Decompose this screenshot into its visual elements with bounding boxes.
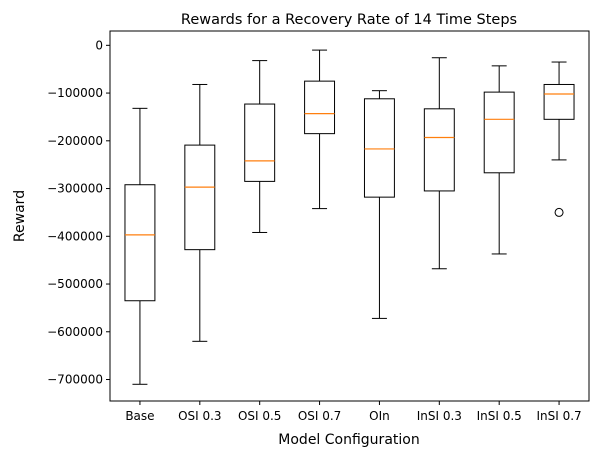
x-tick-label: OSI 0.5 [238, 409, 282, 423]
box-insi-0-5 [483, 65, 515, 255]
y-tick-label: −400000 [47, 229, 103, 243]
x-tick-label: OIn [369, 409, 390, 423]
y-tick-label: 0 [95, 38, 103, 52]
box-insi-0-3 [423, 57, 455, 270]
y-axis: 0 −100000 −200000 −300000 −400000 −500000 −600… [47, 38, 110, 387]
outlier-point [554, 207, 564, 217]
iqr-box [483, 91, 515, 174]
y-tick-label: −500000 [47, 277, 103, 291]
y-tick-label: −300000 [47, 182, 103, 196]
chart-title: Rewards for a Recovery Rate of 14 Time S… [181, 12, 517, 28]
x-axis-label: Model Configuration [278, 432, 419, 448]
iqr-box [304, 80, 336, 135]
iqr-box [124, 184, 156, 302]
y-tick-label: −700000 [47, 373, 103, 387]
x-tick-label: Base [125, 409, 154, 423]
x-tick-label: InSI 0.3 [417, 409, 462, 423]
x-axis: Base OSI 0.3 OSI 0.5 OSI 0.7 OIn InSI 0.3 InSI… [125, 401, 582, 423]
box-oin [363, 90, 395, 319]
box-osi-0-3 [184, 83, 216, 342]
x-tick-label: InSI 0.5 [477, 409, 522, 423]
x-tick-label: InSI 0.7 [536, 409, 581, 423]
plot-frame [109, 30, 590, 402]
y-tick-label: −100000 [47, 86, 103, 100]
y-axis-label: Reward [12, 190, 28, 242]
iqr-box [244, 103, 276, 182]
box-osi-0-5 [244, 60, 276, 233]
iqr-box [363, 98, 395, 198]
y-tick-label: −200000 [47, 134, 103, 148]
box-base [124, 107, 156, 385]
x-tick-label: OSI 0.7 [298, 409, 342, 423]
x-tick-label: OSI 0.3 [178, 409, 222, 423]
iqr-box [543, 83, 575, 120]
iqr-box [423, 108, 455, 192]
boxes-group [124, 49, 575, 385]
y-tick-label: −600000 [47, 325, 103, 339]
iqr-box [184, 144, 216, 251]
box-osi-0-7 [304, 49, 336, 210]
box-insi-0-7 [543, 61, 575, 217]
